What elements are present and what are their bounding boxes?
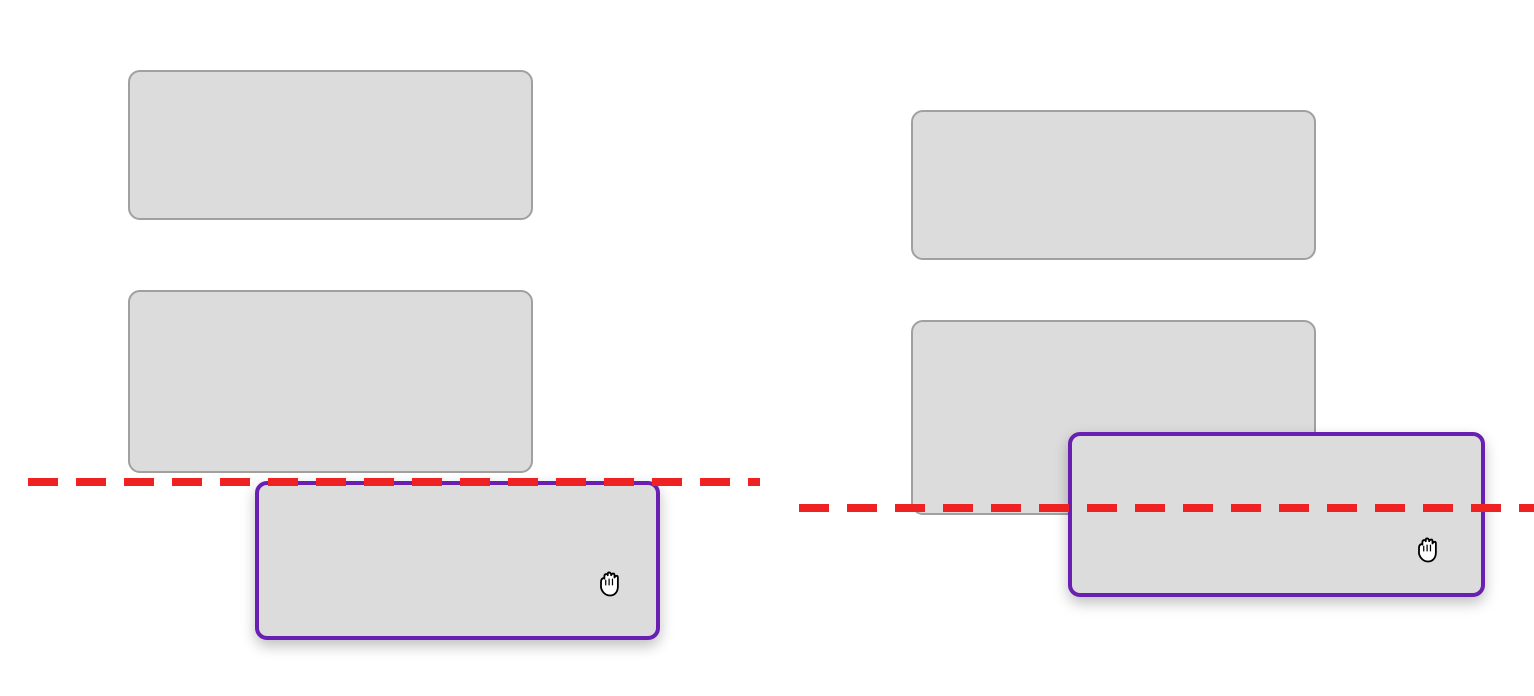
static-box — [128, 70, 533, 220]
diagram-root — [0, 0, 1534, 696]
dragged-box[interactable] — [255, 481, 660, 640]
grab-cursor-icon — [592, 564, 628, 600]
dragged-box[interactable] — [1068, 432, 1485, 597]
static-box — [128, 290, 533, 473]
static-box — [911, 110, 1316, 260]
grab-cursor-icon — [1410, 530, 1446, 566]
